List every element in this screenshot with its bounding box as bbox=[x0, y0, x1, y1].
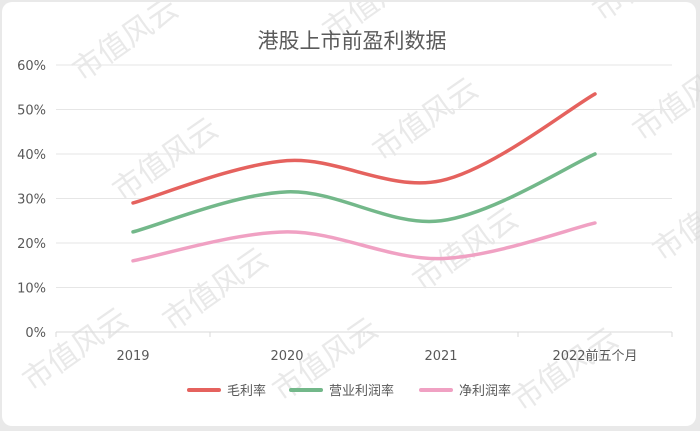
series-line-0 bbox=[131, 92, 597, 205]
y-tick-label: 50% bbox=[17, 104, 46, 119]
y-axis-ticks: 0% 10% 20% 30% 40% 50% 60% bbox=[17, 59, 46, 341]
watermark-text: 市值风云 bbox=[627, 51, 700, 148]
x-tick-label: 2022前五个月 bbox=[552, 348, 637, 364]
watermark-text: 市值风云 bbox=[507, 321, 625, 418]
x-tick-label: 2019 bbox=[116, 349, 149, 364]
watermark-text: 市值风云 bbox=[157, 241, 275, 338]
y-tick-label: 0% bbox=[25, 326, 46, 341]
legend-label: 毛利率 bbox=[227, 383, 266, 399]
x-axis-ticks: 2019 2020 2021 2022前五个月 bbox=[55, 332, 673, 364]
series-line-2 bbox=[131, 221, 597, 263]
y-tick-label: 60% bbox=[17, 59, 46, 74]
chart-title: 港股上市前盈利数据 bbox=[258, 29, 447, 53]
y-tick-label: 20% bbox=[17, 237, 46, 252]
watermark-text: 市值风云 bbox=[647, 171, 700, 268]
watermark-text: 市值风云 bbox=[67, 2, 185, 89]
series-line-1 bbox=[131, 152, 597, 234]
series-lines bbox=[131, 92, 597, 263]
x-tick-label: 2021 bbox=[424, 349, 457, 364]
watermark-text: 市值风云 bbox=[587, 2, 700, 29]
y-tick-label: 10% bbox=[17, 282, 46, 297]
y-tick-label: 40% bbox=[17, 148, 46, 163]
y-tick-label: 30% bbox=[17, 193, 46, 208]
legend-label: 净利润率 bbox=[459, 383, 511, 399]
x-tick-label: 2020 bbox=[270, 349, 303, 364]
legend-label: 营业利润率 bbox=[329, 383, 394, 399]
legend: 毛利率 营业利润率 净利润率 bbox=[187, 383, 511, 399]
